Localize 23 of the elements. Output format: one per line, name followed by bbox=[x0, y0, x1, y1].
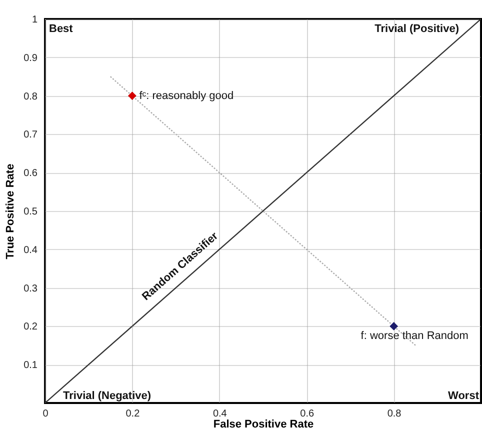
series-label: f: worse than Random bbox=[360, 330, 468, 342]
x-tick-label: 0.4 bbox=[212, 408, 228, 420]
y-tick-label: 1 bbox=[32, 14, 38, 26]
x-tick-label: 0.2 bbox=[126, 408, 140, 420]
x-tick-label: 0.8 bbox=[387, 408, 402, 420]
y-tick-label: 0.6 bbox=[24, 168, 38, 180]
y-tick-label: 0.4 bbox=[24, 244, 38, 256]
y-tick-label: 0.8 bbox=[24, 91, 38, 102]
y-tick-label: 0.7 bbox=[24, 130, 38, 141]
y-tick-label: 0.2 bbox=[24, 322, 38, 333]
y-tick-label: 0.3 bbox=[24, 283, 38, 294]
series-label: fᶜ: reasonably good bbox=[139, 90, 234, 102]
annotation: Best bbox=[49, 23, 74, 35]
x-axis-title: False Positive Rate bbox=[213, 418, 314, 430]
x-tick-label: 0.6 bbox=[300, 408, 314, 420]
y-tick-label: 0.5 bbox=[24, 206, 38, 218]
annotation: Worst bbox=[448, 390, 480, 402]
y-tick-label: 0.9 bbox=[24, 52, 38, 64]
y-tick-label: 0.1 bbox=[24, 360, 38, 372]
x-tick-label: 0 bbox=[42, 408, 49, 420]
y-axis-title: True Positive Rate bbox=[4, 164, 17, 260]
annotation: Trivial (Negative) bbox=[63, 390, 152, 402]
annotation: Trivial (Positive) bbox=[374, 23, 460, 35]
